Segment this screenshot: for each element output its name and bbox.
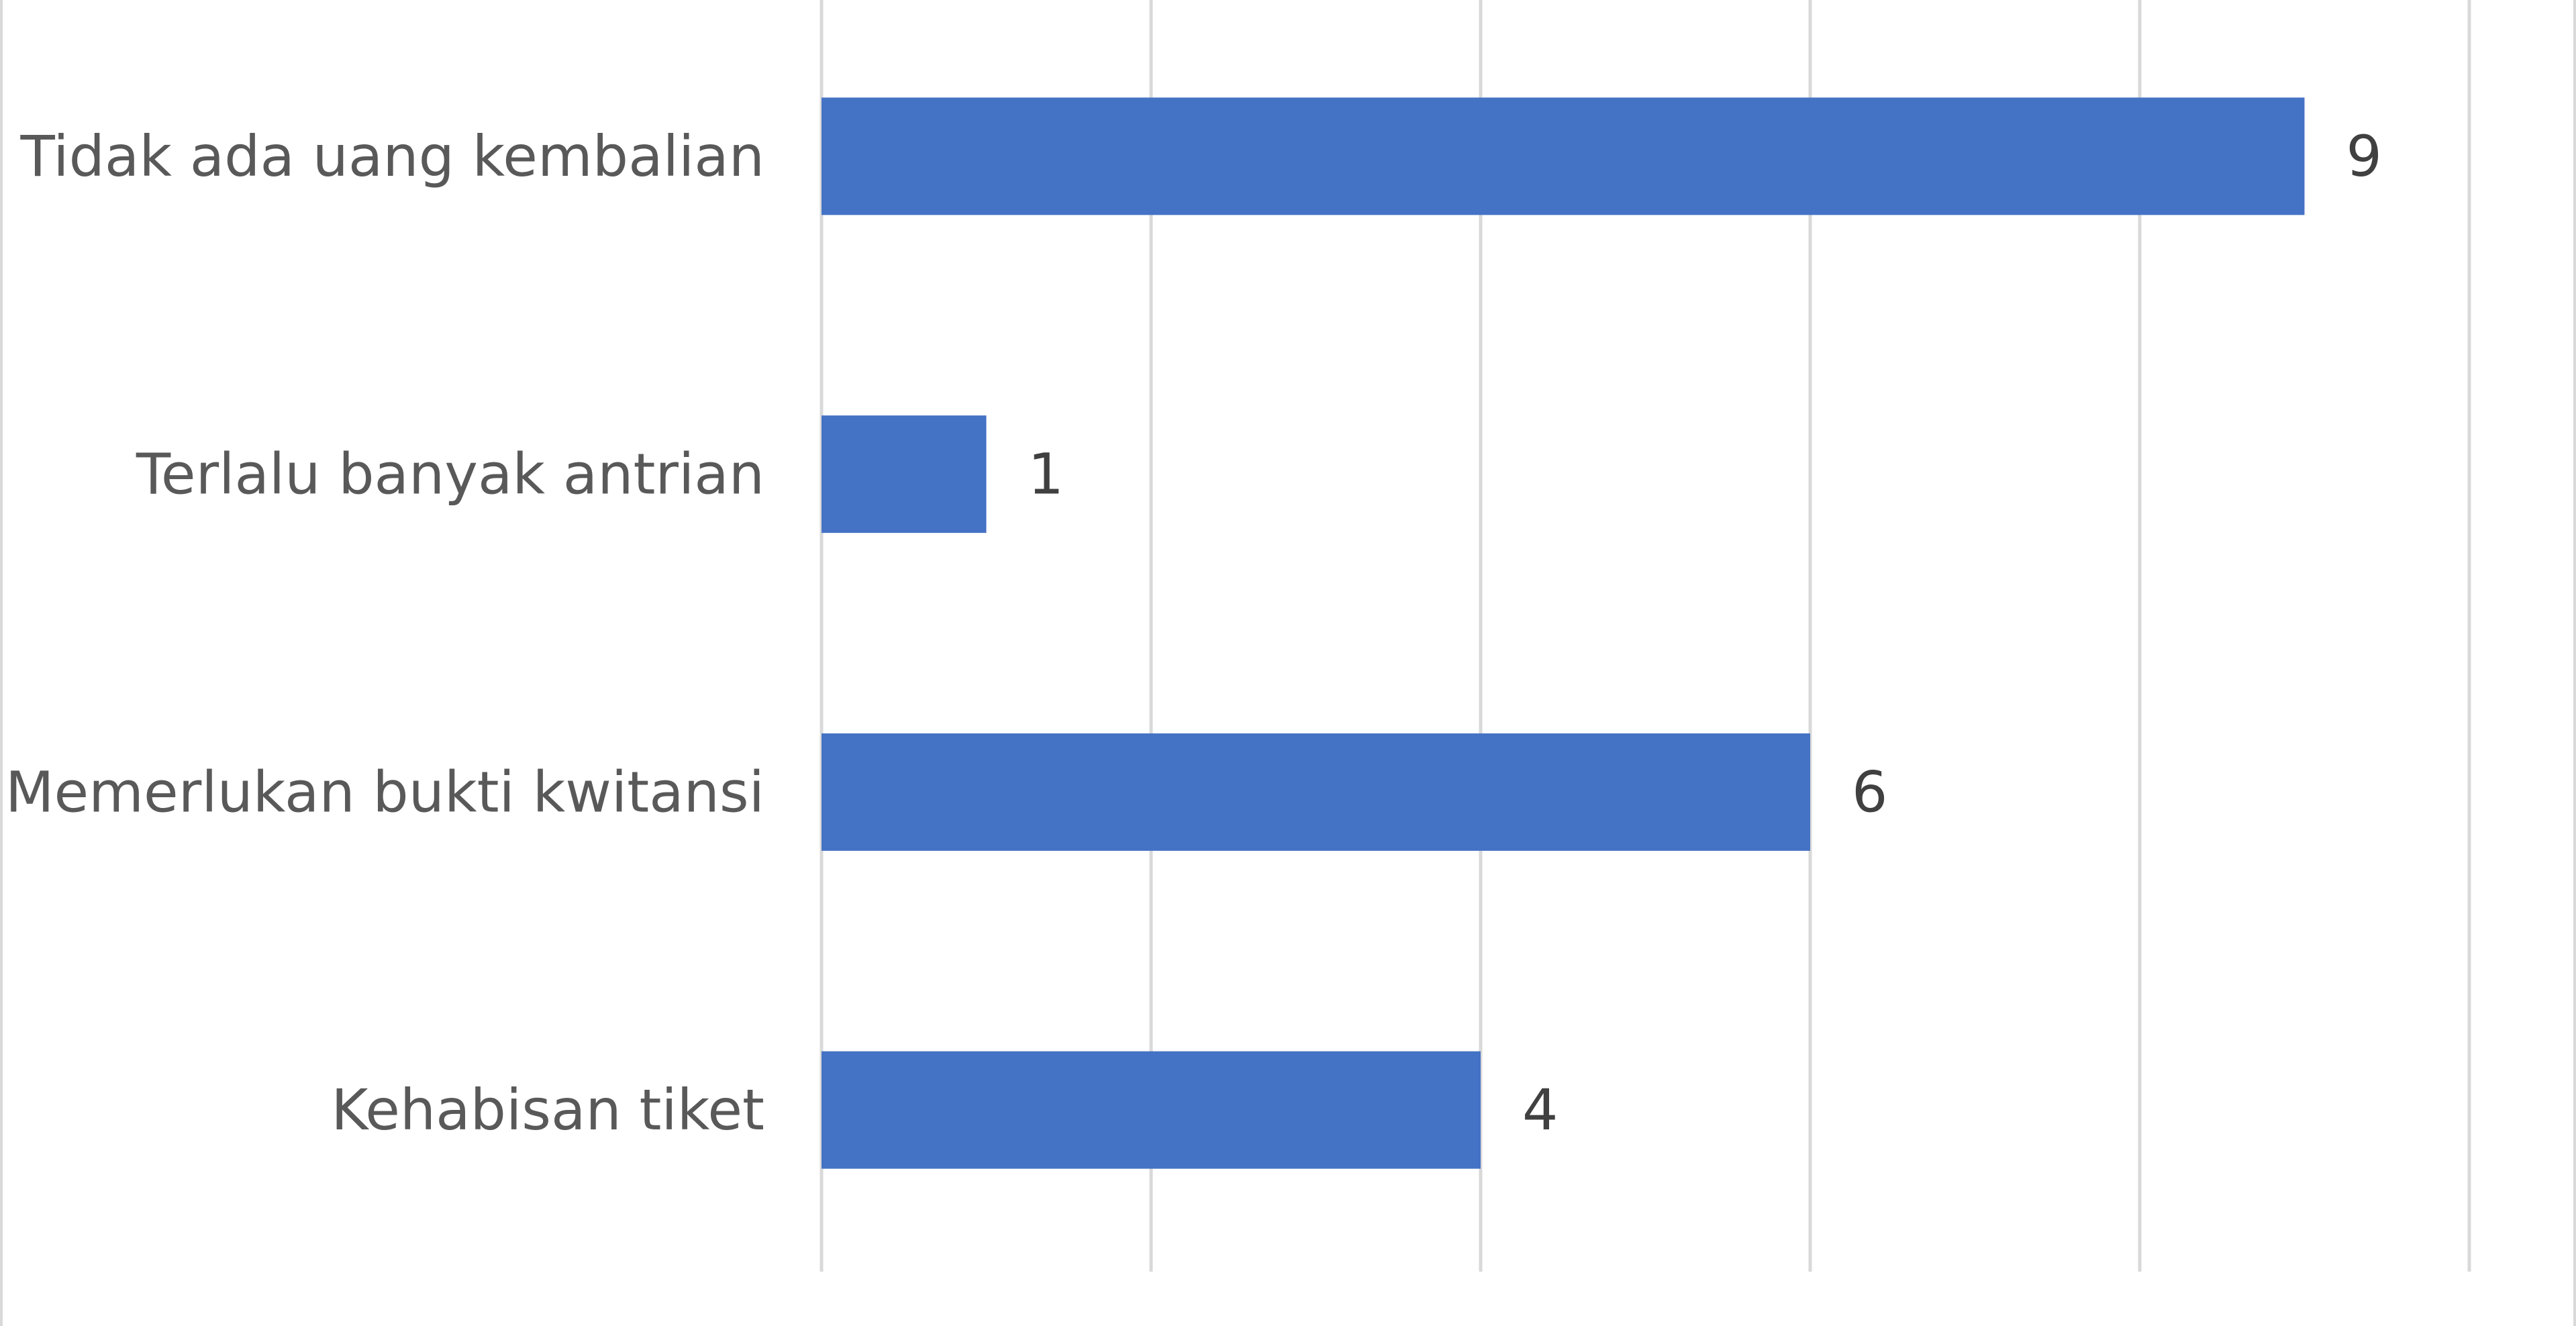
- bar-chart: Tidak ada uang kembalian 9 Terlalu banyak …: [5, 0, 2471, 1272]
- category-label: Tidak ada uang kembalian: [20, 123, 765, 189]
- bars: [822, 97, 2305, 1169]
- bar: [822, 1051, 1481, 1169]
- bar: [822, 733, 1810, 851]
- category-label: Kehabisan tiket: [331, 1077, 764, 1143]
- data-label: 9: [2346, 123, 2382, 189]
- data-label: 6: [1852, 759, 1887, 825]
- data-label: 1: [1028, 442, 1064, 507]
- bar: [822, 415, 987, 533]
- category-label: Memerlukan bukti kwitansi: [5, 759, 764, 825]
- data-label: 4: [1522, 1077, 1558, 1143]
- bar: [822, 97, 2305, 215]
- category-label: Terlalu banyak antrian: [136, 442, 764, 507]
- labels: Tidak ada uang kembalian 9 Terlalu banyak …: [5, 123, 2382, 1143]
